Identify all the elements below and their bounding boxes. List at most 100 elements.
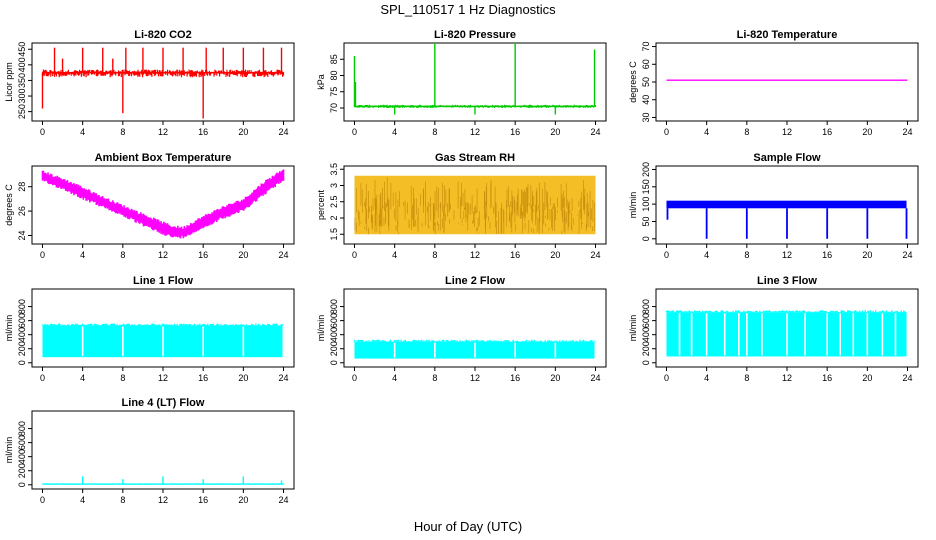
x-tick-label: 0 bbox=[40, 250, 45, 260]
y-tick-label: 800 bbox=[329, 299, 339, 314]
y-tick-label: 0 bbox=[641, 236, 651, 241]
series-noise bbox=[665, 310, 908, 313]
panel-title: Sample Flow bbox=[753, 152, 821, 164]
panel-9: Line 3 Flow ml/min 0 4 8 12 16 20 24 0 20040060080… bbox=[628, 275, 919, 383]
x-tick-label: 16 bbox=[198, 373, 208, 383]
x-tick-label: 4 bbox=[80, 495, 85, 505]
plot-frame bbox=[655, 42, 919, 122]
y-tick-label: 60 bbox=[641, 59, 651, 69]
x-tick-label: 0 bbox=[40, 127, 45, 137]
x-tick-label: 4 bbox=[80, 250, 85, 260]
x-tick-label: 0 bbox=[40, 495, 45, 505]
panel-ylabel: ml/min bbox=[628, 315, 638, 342]
x-tick-label: 8 bbox=[120, 127, 125, 137]
y-tick-label: 70 bbox=[641, 42, 651, 52]
y-tick-label: 350 bbox=[17, 73, 27, 88]
x-tick-label: 4 bbox=[392, 373, 397, 383]
x-tick-label: 4 bbox=[392, 127, 397, 137]
x-tick-label: 4 bbox=[392, 250, 397, 260]
x-tick-label: 4 bbox=[704, 127, 709, 137]
x-tick-label: 8 bbox=[120, 373, 125, 383]
y-tick-label: 800 bbox=[17, 299, 27, 314]
figure-title: SPL_110517 1 Hz Diagnostics bbox=[380, 2, 556, 17]
panel-7: Line 1 Flow ml/min 0 4 8 12 16 20 24 0 20040060080… bbox=[4, 275, 295, 383]
y-tick-label: 600 bbox=[17, 435, 27, 450]
panel-ylabel: percent bbox=[316, 189, 326, 220]
x-tick-label: 12 bbox=[782, 250, 792, 260]
y-tick-label: 70 bbox=[329, 103, 339, 113]
series-band bbox=[354, 175, 596, 235]
panel-ylabel: kPa bbox=[316, 74, 326, 90]
x-tick-label: 20 bbox=[862, 373, 872, 383]
panel-title: Gas Stream RH bbox=[435, 152, 515, 164]
x-tick-label: 12 bbox=[158, 127, 168, 137]
y-tick-label: 85 bbox=[329, 54, 339, 64]
series-band bbox=[41, 169, 285, 239]
x-tick-label: 8 bbox=[744, 250, 749, 260]
y-tick-label: 600 bbox=[641, 313, 651, 328]
y-tick-label: 0 bbox=[17, 360, 27, 365]
x-tick-label: 16 bbox=[510, 373, 520, 383]
y-tick-label: 200 bbox=[329, 341, 339, 356]
panel-title: Li-820 Pressure bbox=[434, 29, 516, 41]
x-tick-label: 20 bbox=[550, 127, 560, 137]
x-tick-label: 16 bbox=[822, 127, 832, 137]
y-tick-label: 150 bbox=[641, 179, 651, 194]
y-tick-label: 3 bbox=[329, 183, 339, 188]
y-tick-label: 400 bbox=[17, 449, 27, 464]
x-tick-label: 8 bbox=[432, 127, 437, 137]
x-tick-label: 8 bbox=[432, 373, 437, 383]
y-tick-label: 2 bbox=[329, 215, 339, 220]
panel-ylabel: ml/min bbox=[628, 192, 638, 219]
panel-title: Ambient Box Temperature bbox=[95, 152, 232, 164]
x-tick-label: 24 bbox=[591, 373, 601, 383]
y-tick-label: 400 bbox=[329, 327, 339, 342]
x-tick-label: 4 bbox=[704, 250, 709, 260]
panel-5: Gas Stream RH percent 0 4 8 12 16 20 24 1.5 2 2.5 3 3… bbox=[316, 152, 607, 260]
x-tick-label: 24 bbox=[903, 127, 913, 137]
x-tick-label: 16 bbox=[510, 127, 520, 137]
y-tick-label: 40 bbox=[641, 95, 651, 105]
y-tick-label: 600 bbox=[17, 313, 27, 328]
panel-title: Line 4 (LT) Flow bbox=[122, 397, 205, 409]
x-tick-label: 16 bbox=[510, 250, 520, 260]
x-tick-label: 4 bbox=[80, 127, 85, 137]
x-tick-label: 16 bbox=[822, 250, 832, 260]
y-tick-label: 200 bbox=[17, 341, 27, 356]
panel-ylabel: ml/min bbox=[4, 437, 14, 464]
x-tick-label: 20 bbox=[862, 127, 872, 137]
panel-ylabel: Licor ppm bbox=[4, 62, 14, 102]
series-noise bbox=[41, 323, 284, 326]
panel-6: Sample Flow ml/min 0 4 8 12 16 20 24 0 50 100 150 200 bbox=[628, 152, 919, 260]
y-tick-label: 30 bbox=[641, 112, 651, 122]
y-tick-label: 1.5 bbox=[329, 228, 339, 241]
panel-ylabel: degrees C bbox=[4, 184, 14, 226]
panel-ylabel: ml/min bbox=[316, 315, 326, 342]
x-tick-label: 4 bbox=[80, 373, 85, 383]
y-tick-label: 800 bbox=[641, 299, 651, 314]
x-tick-label: 12 bbox=[782, 373, 792, 383]
x-tick-label: 24 bbox=[591, 127, 601, 137]
panel-3: Li-820 Temperature degrees C 0 4 8 12 16 20 24 30… bbox=[628, 29, 919, 137]
x-tick-label: 12 bbox=[158, 373, 168, 383]
x-tick-label: 24 bbox=[279, 250, 289, 260]
x-tick-label: 8 bbox=[744, 127, 749, 137]
y-tick-label: 24 bbox=[17, 230, 27, 240]
x-tick-label: 24 bbox=[591, 250, 601, 260]
x-tick-label: 8 bbox=[432, 250, 437, 260]
x-tick-label: 12 bbox=[158, 250, 168, 260]
x-tick-label: 24 bbox=[279, 495, 289, 505]
x-tick-label: 24 bbox=[903, 373, 913, 383]
y-tick-label: 200 bbox=[641, 341, 651, 356]
x-tick-label: 24 bbox=[279, 373, 289, 383]
panel-title: Line 1 Flow bbox=[133, 275, 193, 287]
y-tick-label: 800 bbox=[17, 421, 27, 436]
x-tick-label: 20 bbox=[550, 250, 560, 260]
y-tick-label: 450 bbox=[17, 42, 27, 57]
y-tick-label: 100 bbox=[641, 197, 651, 212]
panel-ylabel: ml/min bbox=[4, 315, 14, 342]
x-tick-label: 0 bbox=[352, 250, 357, 260]
x-tick-label: 20 bbox=[238, 127, 248, 137]
